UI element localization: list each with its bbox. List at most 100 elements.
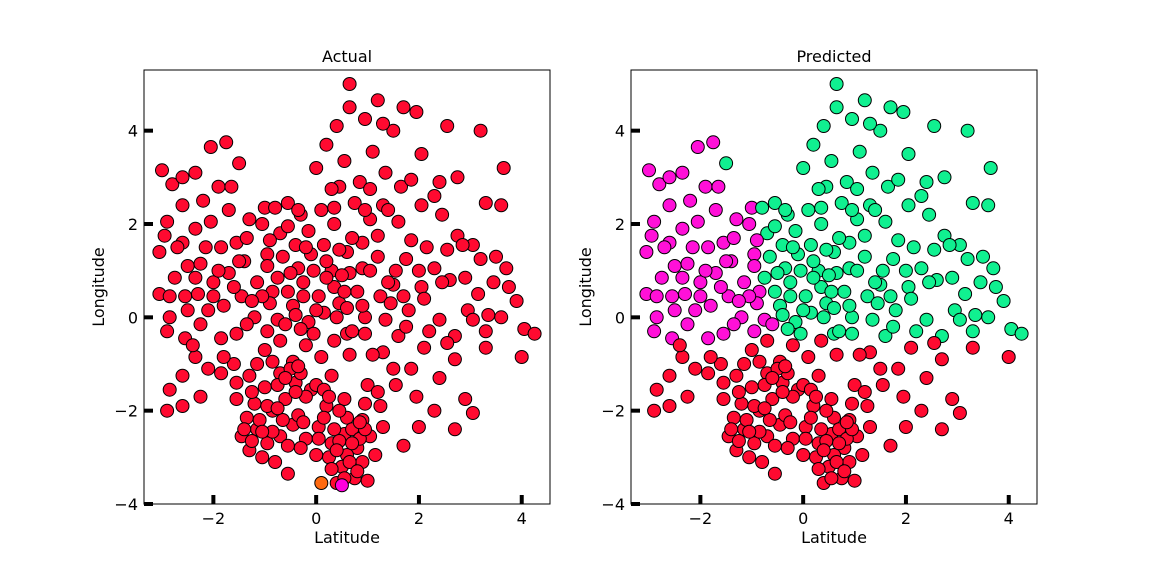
scatter-point — [499, 261, 514, 276]
scatter-point — [170, 240, 185, 255]
scatter-point — [719, 254, 734, 269]
scatter-point — [747, 324, 762, 339]
scatter-point — [801, 203, 816, 217]
scatter-point — [845, 326, 859, 341]
scatter-point — [226, 357, 241, 371]
scatter-point — [868, 203, 883, 217]
scatter-point — [847, 473, 862, 488]
scatter-point — [358, 326, 372, 341]
scatter-point — [327, 200, 342, 215]
scatter-point — [675, 270, 690, 285]
scatter-point — [481, 308, 496, 322]
scatter-point — [965, 324, 980, 339]
scatter-point — [647, 324, 662, 339]
scatter-point — [850, 182, 865, 196]
scatter-point — [675, 221, 690, 236]
scatter-point — [814, 333, 829, 348]
scatter-point — [370, 93, 385, 108]
scatter-point — [942, 238, 957, 252]
scatter-point — [919, 371, 934, 385]
scatter-point — [811, 462, 826, 476]
scatter-point — [693, 289, 708, 304]
scatter-point — [419, 240, 434, 255]
scatter-point — [886, 319, 901, 334]
scatter-point — [196, 193, 211, 208]
scatter-point — [278, 392, 293, 406]
scatter-point — [396, 438, 411, 453]
scatter-point — [737, 275, 752, 290]
scatter-point — [986, 261, 1001, 276]
scatter-point — [465, 312, 480, 327]
scatter-point — [765, 392, 780, 406]
scatter-point — [767, 196, 782, 210]
scatter-point — [157, 228, 172, 243]
scatter-point — [381, 275, 396, 290]
scatter-point — [250, 357, 265, 371]
scatter-point — [435, 275, 450, 290]
scatter-point — [345, 324, 360, 339]
scatter-point — [160, 403, 175, 418]
scatter-point — [358, 203, 372, 217]
scatter-point — [875, 378, 890, 392]
scatter-point — [316, 410, 331, 425]
scatter-point — [306, 263, 321, 278]
scatter-point — [767, 438, 782, 453]
scatter-point — [824, 392, 839, 406]
chart-title: Actual — [322, 47, 372, 66]
y-tick-label: 4 — [615, 122, 625, 141]
scatter-point — [785, 338, 800, 353]
scatter-point — [370, 385, 385, 399]
scatter-point — [1014, 326, 1029, 341]
scatter-point — [239, 410, 254, 425]
scatter-point — [693, 275, 708, 290]
scatter-point — [960, 252, 975, 266]
scatter-point — [342, 347, 357, 362]
scatter-point — [162, 310, 177, 325]
scatter-point — [180, 303, 195, 318]
scatter-point — [316, 238, 331, 252]
y-tick-label: −4 — [114, 495, 138, 514]
scatter-point — [878, 329, 893, 343]
scatter-point — [319, 270, 334, 285]
scatter-point — [863, 116, 877, 131]
scatter-point — [352, 415, 367, 430]
scatter-point — [752, 354, 767, 369]
scatter-point — [370, 228, 385, 243]
scatter-point — [322, 389, 336, 404]
scatter-point — [701, 240, 716, 255]
scatter-point — [450, 170, 465, 185]
scatter-point — [432, 371, 447, 385]
scatter-point — [983, 161, 998, 175]
scatter-point — [739, 413, 754, 427]
scatter-point — [378, 312, 393, 327]
scatter-point — [976, 249, 990, 264]
scatter-point — [775, 308, 790, 322]
scatter-point — [898, 263, 913, 278]
scatter-point — [927, 119, 942, 133]
scatter-point — [221, 203, 236, 217]
scatter-point — [845, 203, 859, 217]
scatter-point — [749, 233, 764, 248]
scatter-point — [662, 368, 677, 383]
scatter-point — [381, 203, 396, 217]
scatter-point — [845, 396, 859, 411]
scatter-point — [775, 385, 790, 399]
scatter-point — [729, 368, 744, 383]
scatter-point — [255, 424, 270, 439]
scatter-point — [417, 291, 432, 306]
scatter-point — [901, 198, 916, 213]
scatter-point — [806, 254, 821, 269]
ticks-group: −2 0 2 4 −4 −2 0 2 4 — [114, 122, 526, 528]
scatter-point — [832, 324, 847, 339]
scatter-point — [201, 361, 216, 376]
scatter-point — [906, 240, 921, 255]
scatter-point — [193, 317, 208, 332]
scatter-point — [881, 179, 895, 194]
scatter-point — [829, 455, 844, 469]
scatter-point — [1001, 350, 1016, 364]
scatter-point — [837, 464, 852, 479]
scatter-point — [647, 214, 662, 229]
scatter-point — [742, 217, 757, 231]
scatter-point — [865, 312, 880, 327]
